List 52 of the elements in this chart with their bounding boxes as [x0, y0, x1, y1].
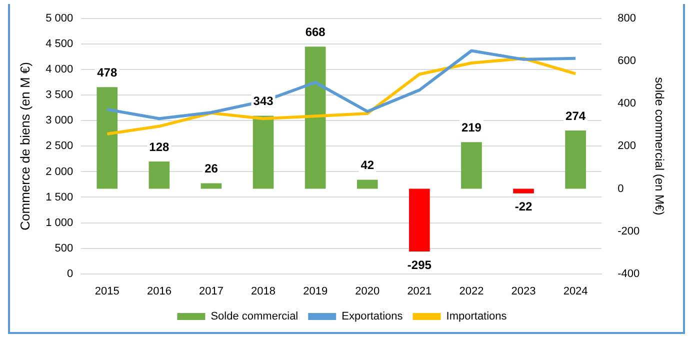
bar: [148, 162, 170, 189]
y-tick-label: 500: [54, 242, 74, 254]
bar: [513, 188, 534, 194]
y2-tick-label: 400: [618, 98, 636, 110]
bar: [409, 188, 430, 252]
bar: [252, 116, 274, 189]
y2-tick-label: 800: [618, 12, 636, 25]
x-tick-label: 2015: [94, 285, 120, 298]
y2-axis-title: solde commercial (en M€): [652, 77, 666, 216]
bar: [200, 183, 222, 189]
y-tick-label: 3 500: [46, 89, 74, 102]
bar: [304, 46, 326, 189]
x-tick-label: 2018: [251, 285, 276, 298]
bar: [461, 142, 482, 189]
x-tick-label: 2022: [459, 285, 484, 298]
y2-tick-label: 200: [618, 140, 636, 152]
bar: [356, 180, 378, 189]
y-tick-label: 3 000: [46, 114, 74, 127]
data-label: 26: [204, 162, 218, 176]
x-tick-label: 2021: [407, 285, 432, 298]
x-tick-label: 2020: [355, 285, 380, 298]
y-tick-label: 1 500: [46, 191, 74, 204]
legend-label: Importations: [446, 310, 508, 323]
y-tick-label: 4 000: [46, 64, 74, 76]
x-tick-label: 2017: [199, 285, 224, 298]
y2-tick-label: 600: [618, 55, 636, 68]
data-label: -295: [407, 258, 432, 272]
x-tick-label: 2023: [511, 285, 536, 298]
data-label: 668: [305, 24, 326, 39]
y-tick-label: 1 000: [46, 216, 74, 229]
y2-tick-label: -200: [618, 225, 640, 238]
y-axis-title: Commerce de biens (en M €): [17, 62, 32, 230]
y-tick-label: 2 000: [46, 166, 74, 178]
legend-label: Exportations: [342, 310, 404, 323]
y2-tick-label: -400: [618, 268, 640, 280]
x-tick-label: 2016: [146, 285, 172, 298]
data-label: -22: [514, 200, 533, 214]
data-label: 42: [360, 158, 374, 172]
bar: [565, 130, 586, 189]
legend-label: Solde commercial: [210, 310, 298, 323]
y-tick-label: 0: [67, 268, 74, 280]
bar: [96, 87, 118, 189]
data-label: 274: [566, 108, 586, 123]
data-label: 219: [461, 120, 482, 134]
data-label: 478: [97, 65, 118, 80]
y-tick-label: 4 500: [46, 38, 74, 50]
x-tick-label: 2019: [303, 285, 328, 298]
y2-tick-label: 0: [618, 182, 624, 195]
x-tick-label: 2024: [563, 285, 588, 298]
y-tick-label: 2 500: [46, 140, 74, 152]
y-tick-label: 5 000: [46, 12, 74, 25]
data-label: 128: [149, 140, 170, 154]
